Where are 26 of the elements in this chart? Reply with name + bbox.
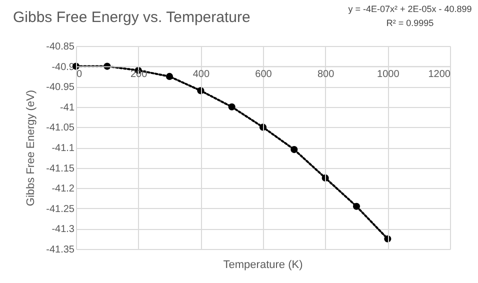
y-tick-label: -41.1 <box>52 143 75 154</box>
x-tick-label: 600 <box>255 68 272 80</box>
y-axis-title: Gibbs Free Energy (eV) <box>25 90 38 206</box>
x-tick-label: 0 <box>76 68 82 80</box>
y-tick-label: -41.15 <box>46 163 75 174</box>
y-tick-label: -41.25 <box>46 204 75 215</box>
y-tick-label: -40.85 <box>46 42 75 52</box>
y-tick-label: -41.3 <box>52 224 75 236</box>
point <box>228 103 236 110</box>
text: y = -4E-07x² + 2E-05x - 40.899 <box>348 4 472 14</box>
x-tick-label: 200 <box>130 68 148 80</box>
y-tick-label: -41.35 <box>46 244 75 256</box>
x-tick-label: 1000 <box>377 68 400 80</box>
point <box>166 72 174 80</box>
y-tick-label: -40.95 <box>46 82 75 94</box>
y-tick-label: -41.05 <box>46 122 75 134</box>
chart-title: Gibbs Free Energy vs. Temperature <box>13 9 250 26</box>
text: R² = 0.9995 <box>386 18 434 28</box>
x-tick-label: 800 <box>317 68 335 80</box>
y-tick-label: -41.2 <box>52 184 75 195</box>
point <box>352 202 360 210</box>
y-tick-label: -41 <box>60 102 75 114</box>
point <box>290 146 298 154</box>
x-axis-title: Temperature (K) <box>223 259 303 271</box>
x-tick-label: 1200 <box>428 68 451 80</box>
x-tick-label: 400 <box>192 68 210 80</box>
